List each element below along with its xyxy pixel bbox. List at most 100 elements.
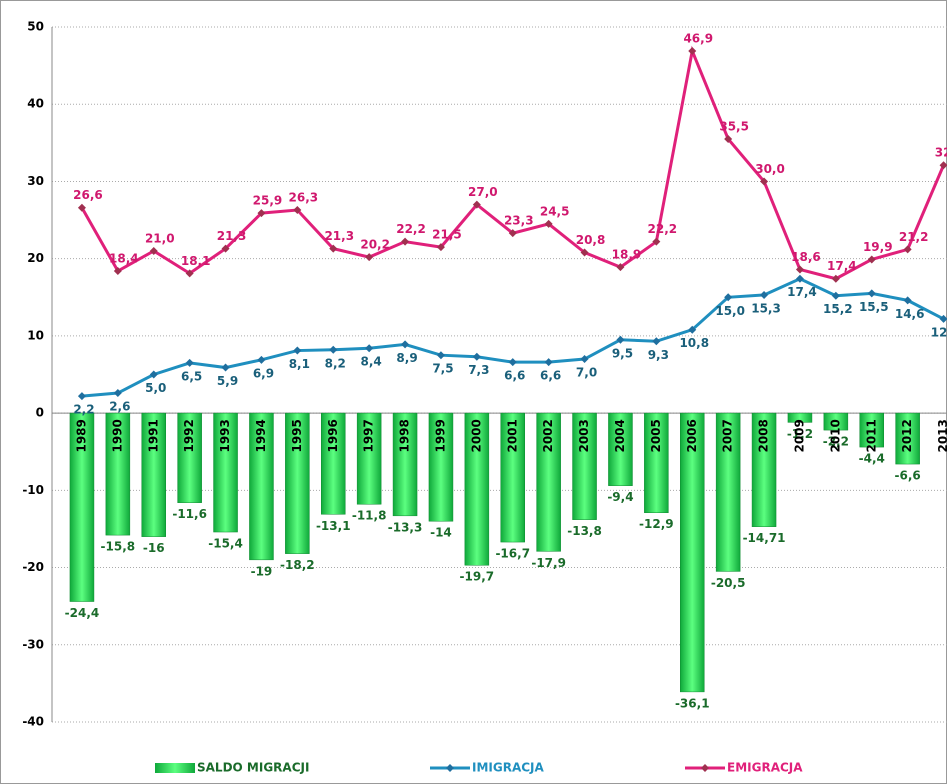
line-value-label: 18,9 bbox=[612, 248, 642, 262]
line-value-label: 6,6 bbox=[540, 369, 561, 383]
x-tick-label: 2010 bbox=[828, 419, 842, 452]
line-value-label: 17,4 bbox=[827, 259, 857, 273]
line-value-label: 21,5 bbox=[432, 228, 462, 242]
line-value-label: 6,9 bbox=[253, 366, 274, 380]
marker bbox=[580, 355, 589, 364]
bar-value-label: -14,71 bbox=[743, 531, 786, 545]
marker bbox=[365, 253, 374, 262]
line-value-label: 6,6 bbox=[504, 369, 525, 383]
bar bbox=[644, 412, 669, 513]
marker bbox=[760, 290, 769, 299]
line-value-label: 20,8 bbox=[576, 233, 606, 247]
line-value-label: 21,0 bbox=[145, 231, 175, 245]
x-tick-label: 1992 bbox=[182, 419, 196, 452]
x-tick-label: 2000 bbox=[469, 419, 483, 452]
bar bbox=[536, 412, 561, 552]
marker bbox=[77, 203, 86, 212]
line-value-label: 5,9 bbox=[217, 374, 238, 388]
bar bbox=[69, 412, 95, 602]
bar bbox=[751, 412, 777, 527]
marker bbox=[652, 237, 661, 246]
marker bbox=[293, 346, 302, 355]
line-value-label: 8,2 bbox=[325, 356, 346, 370]
marker bbox=[508, 358, 517, 367]
bar-value-label: -16 bbox=[143, 541, 165, 555]
bar bbox=[141, 412, 166, 537]
line-value-label: 30,0 bbox=[755, 162, 785, 176]
bar-value-label: -36,1 bbox=[675, 696, 710, 710]
line-value-label: 25,9 bbox=[253, 194, 283, 208]
marker bbox=[688, 325, 697, 334]
marker bbox=[616, 263, 625, 272]
bar-value-label: -2,2 bbox=[823, 435, 849, 449]
marker bbox=[903, 245, 912, 254]
marker bbox=[508, 229, 517, 238]
bar-value-label: -11,8 bbox=[352, 509, 387, 523]
legend-swatch bbox=[155, 763, 195, 773]
bar bbox=[572, 412, 597, 520]
marker bbox=[401, 237, 410, 246]
line-value-label: 18,1 bbox=[181, 254, 211, 268]
bar bbox=[356, 412, 382, 505]
y-tick-label: -40 bbox=[22, 715, 44, 729]
x-tick-label: 2002 bbox=[541, 419, 555, 452]
bar-value-label: -20,5 bbox=[711, 576, 746, 590]
marker bbox=[795, 274, 804, 283]
marker bbox=[221, 244, 230, 253]
bar bbox=[500, 412, 525, 543]
line-value-label: 35,5 bbox=[719, 119, 749, 133]
marker bbox=[688, 46, 697, 55]
bar-value-label: -13,8 bbox=[567, 524, 602, 538]
legend-marker bbox=[701, 764, 709, 772]
bar bbox=[895, 412, 920, 465]
bar-value-label: -17,9 bbox=[531, 556, 566, 570]
bar bbox=[392, 412, 418, 517]
line-value-label: 21,3 bbox=[324, 229, 354, 243]
marker bbox=[652, 337, 661, 346]
marker bbox=[472, 352, 481, 361]
marker bbox=[616, 335, 625, 344]
bar-value-label: -12,9 bbox=[639, 517, 674, 531]
x-tick-label: 2004 bbox=[613, 419, 627, 452]
x-tick-label: 2006 bbox=[685, 419, 699, 452]
line-value-label: 5,0 bbox=[145, 381, 166, 395]
line-value-label: 17,4 bbox=[787, 285, 817, 299]
marker bbox=[724, 293, 733, 302]
bar-value-label: -18,2 bbox=[280, 558, 315, 572]
marker bbox=[293, 206, 302, 215]
bar-value-label: -16,7 bbox=[495, 547, 530, 561]
x-tick-label: 2008 bbox=[757, 419, 771, 452]
marker bbox=[436, 351, 445, 360]
bar-value-label: -13,3 bbox=[388, 520, 423, 534]
marker bbox=[329, 244, 338, 253]
x-tick-label: 1998 bbox=[398, 419, 412, 452]
bar-value-label: -1,2 bbox=[787, 427, 813, 441]
marker bbox=[329, 345, 338, 354]
line-value-label: 15,2 bbox=[823, 302, 853, 316]
marker bbox=[544, 219, 553, 228]
x-tick-label: 2013 bbox=[936, 419, 947, 452]
bar-value-label: -11,6 bbox=[172, 507, 207, 521]
line-value-label: 15,5 bbox=[859, 300, 889, 314]
marker bbox=[185, 358, 194, 367]
x-tick-label: 2001 bbox=[505, 419, 519, 452]
marker bbox=[903, 296, 912, 305]
marker bbox=[401, 340, 410, 349]
bar bbox=[715, 412, 741, 572]
line-value-label: 24,5 bbox=[540, 204, 570, 218]
bar bbox=[249, 412, 274, 561]
line-value-label: 46,9 bbox=[683, 31, 713, 45]
x-tick-label: 1993 bbox=[218, 419, 232, 452]
bar-value-label: -19,7 bbox=[460, 570, 495, 584]
bar-value-label: -15,8 bbox=[101, 540, 136, 554]
x-tick-label: 2012 bbox=[900, 419, 914, 452]
marker bbox=[149, 370, 158, 379]
line-value-label: 22,2 bbox=[396, 222, 426, 236]
bar bbox=[464, 412, 490, 566]
marker bbox=[257, 355, 266, 364]
line-value-label: 26,3 bbox=[289, 191, 319, 205]
marker bbox=[544, 358, 553, 367]
bar-value-label: -13,1 bbox=[316, 519, 351, 533]
marker bbox=[939, 314, 947, 323]
